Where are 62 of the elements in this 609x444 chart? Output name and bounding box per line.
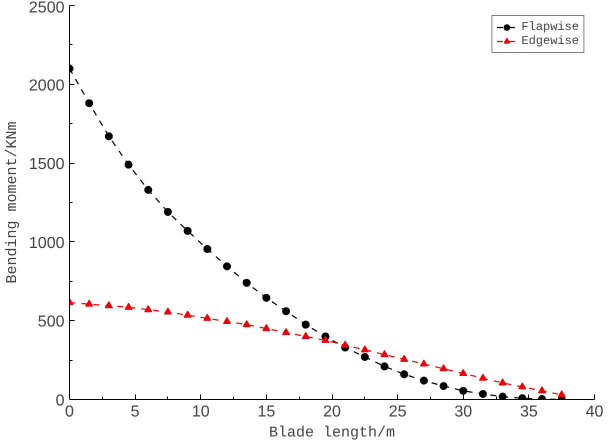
- point: [85, 300, 94, 307]
- y-tick-label: 1000: [28, 234, 65, 252]
- point: [420, 376, 428, 385]
- point: [262, 294, 270, 302]
- point: [124, 160, 133, 169]
- x-tick-label: 20: [323, 404, 341, 420]
- point: [282, 307, 290, 316]
- point: [498, 378, 507, 386]
- point: [124, 302, 133, 310]
- point: [164, 208, 172, 216]
- point: [478, 374, 487, 381]
- point: [104, 132, 113, 140]
- point: [282, 328, 290, 336]
- point: [242, 278, 251, 287]
- point: [341, 340, 350, 348]
- point: [440, 364, 448, 372]
- point: [262, 324, 270, 332]
- point: [400, 370, 408, 378]
- point: [242, 320, 251, 328]
- point: [459, 368, 468, 376]
- point: [203, 245, 212, 253]
- point: [360, 345, 369, 352]
- legend-label: Edgewise: [521, 34, 579, 48]
- point: [104, 301, 113, 308]
- y-tick-label: 2000: [28, 77, 65, 94]
- point: [440, 382, 448, 390]
- point: [184, 226, 192, 235]
- point: [184, 310, 192, 318]
- x-tick-label: 15: [257, 404, 276, 420]
- point: [302, 320, 310, 329]
- x-tick-label: 40: [586, 404, 604, 420]
- y-tick-label: 0: [56, 392, 65, 410]
- point: [360, 352, 369, 361]
- x-tick-label: 35: [520, 404, 538, 420]
- point: [518, 382, 526, 390]
- x-tick-label: 5: [130, 404, 140, 420]
- y-tick-label: 1500: [28, 156, 65, 174]
- point: [400, 354, 408, 362]
- y-tick-label: 500: [38, 314, 65, 331]
- point: [498, 392, 507, 400]
- x-tick-label: 30: [454, 404, 472, 420]
- point: [164, 307, 172, 315]
- y-axis-title: Bending moment/KNm: [4, 121, 21, 284]
- point: [203, 314, 212, 321]
- point: [223, 316, 231, 324]
- y-tick-label: 2500: [28, 0, 65, 16]
- point: [321, 336, 330, 343]
- point: [380, 350, 388, 358]
- point: [144, 305, 152, 312]
- x-tick-label: 10: [192, 404, 210, 420]
- point: [380, 362, 388, 370]
- point: [538, 386, 546, 394]
- point: [144, 186, 152, 194]
- point: [420, 360, 428, 367]
- legend-label: Flapwise: [521, 20, 579, 34]
- point: [223, 262, 231, 270]
- point: [302, 332, 310, 339]
- point: [459, 386, 468, 395]
- point: [478, 390, 487, 398]
- x-tick-label: 25: [388, 404, 407, 420]
- x-axis-title: Blade length/m: [268, 424, 396, 442]
- point: [85, 99, 94, 108]
